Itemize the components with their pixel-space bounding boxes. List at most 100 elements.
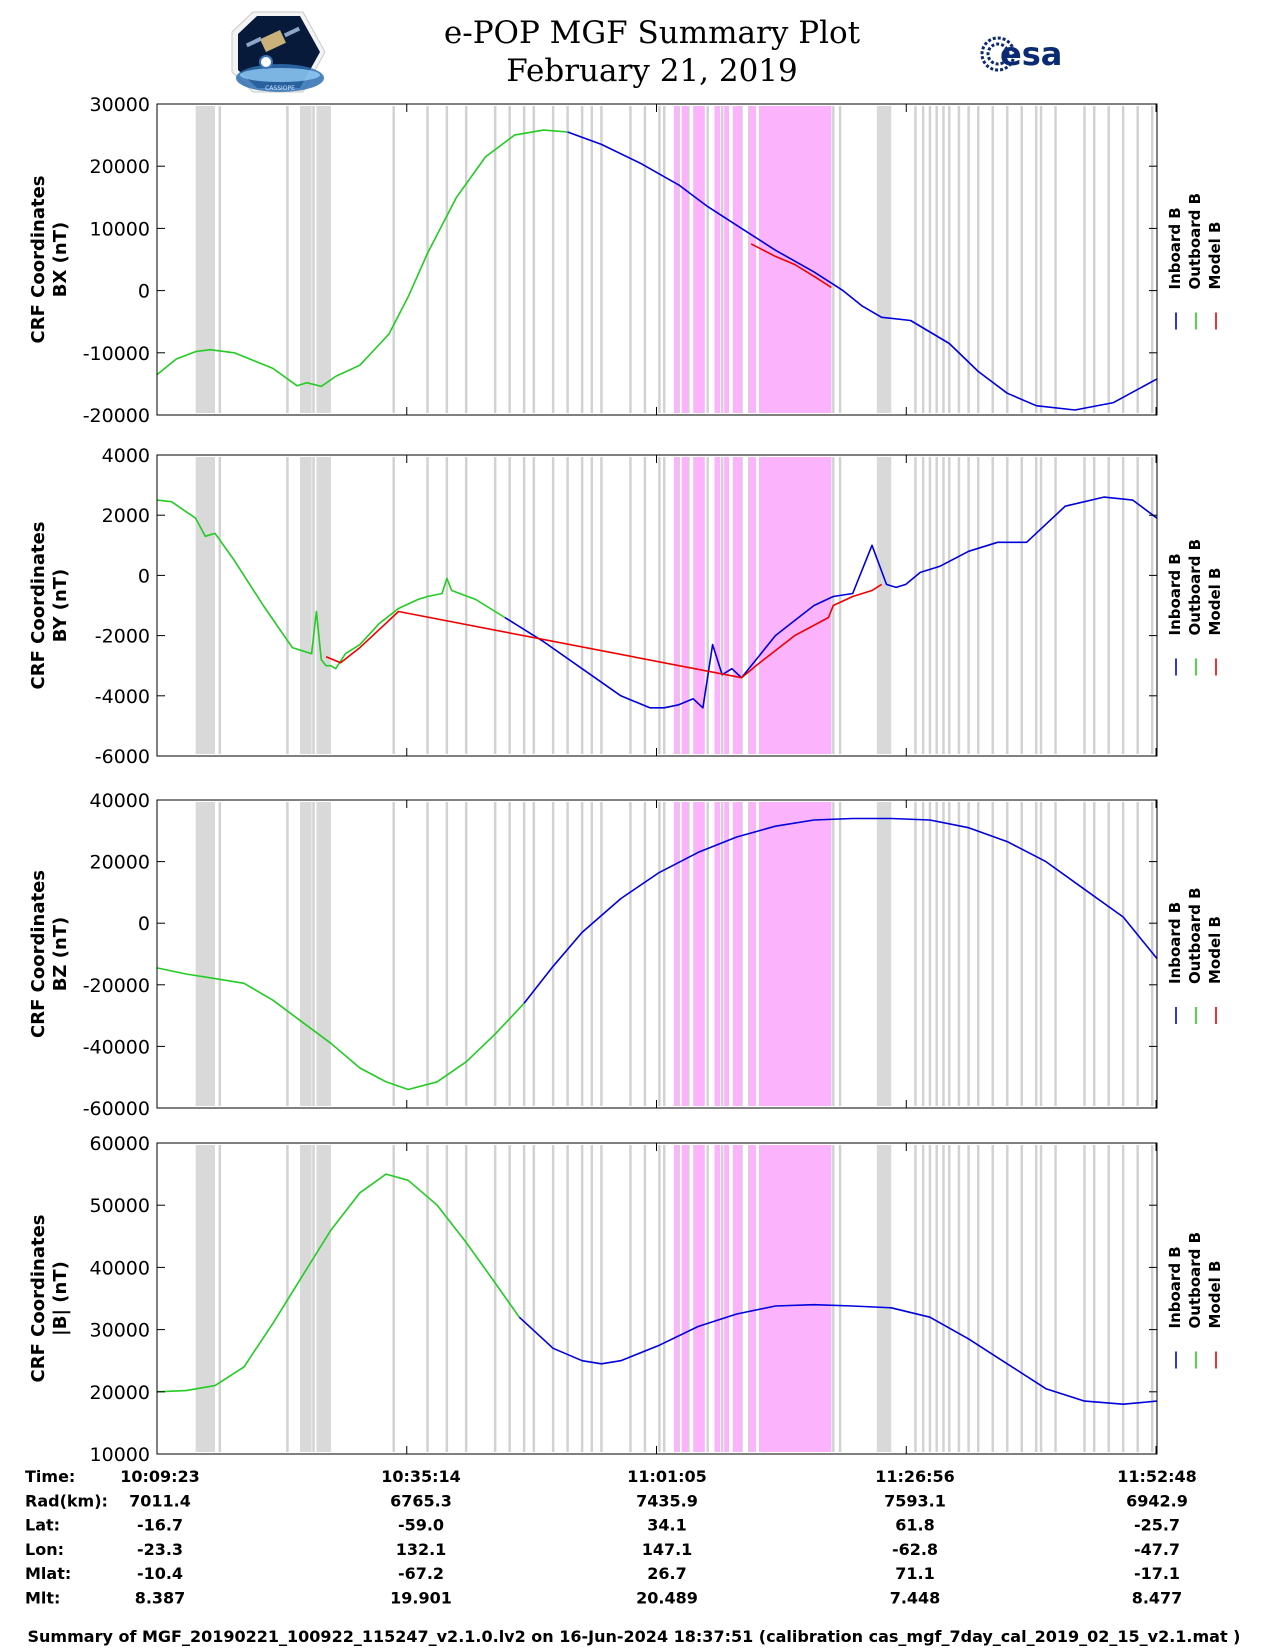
flag-band: [673, 802, 679, 1106]
flag-band: [693, 1145, 705, 1452]
legend-label: Model B: [1206, 916, 1224, 984]
info-cell: 26.7: [647, 1564, 686, 1583]
flag-band: [724, 1145, 729, 1452]
legend: Inboard B Outboard B Model B: [1166, 539, 1224, 676]
y-axis-label-line2: BX (nT): [50, 222, 71, 297]
y-tick-label: 10000: [90, 1444, 150, 1466]
info-cell: 19.901: [390, 1589, 452, 1608]
info-row-label: Lon:: [25, 1540, 64, 1559]
info-cell: 132.1: [396, 1540, 447, 1559]
series-outboard-b: [156, 967, 525, 1091]
panel-2: 4000 2000 0 -2000 -4000 -6000 CRF CoordinatesB…: [28, 445, 1224, 768]
series-inboard-b: [518, 1303, 1158, 1405]
y-axis-label: CRF CoordinatesBZ (nT): [28, 870, 71, 1038]
y-tick-label: 40000: [90, 1257, 150, 1279]
panel-1: 30000 20000 10000 0 -10000 -20000 CRF Coordina…: [28, 94, 1224, 427]
info-cell: 20.489: [636, 1589, 698, 1608]
legend: Inboard B Outboard B Model B: [1166, 193, 1224, 330]
data-gap-band: [316, 802, 331, 1106]
y-axis-label: CRF Coordinates|B| (nT): [28, 1215, 71, 1383]
flag-band: [749, 1145, 757, 1452]
orbit-info-table: Time: 10:09:23 10:35:14 11:01:05 11:26:56 11:…: [25, 1467, 1197, 1608]
legend-label: Outboard B: [1186, 1232, 1204, 1329]
y-tick-label: 40000: [90, 790, 150, 812]
legend-label: Inboard B: [1166, 902, 1184, 984]
legend: Inboard B Outboard B Model B: [1166, 887, 1224, 1024]
info-cell: 34.1: [647, 1516, 686, 1535]
data-gap-band: [299, 802, 312, 1106]
info-row-label: Rad(km):: [25, 1491, 108, 1510]
flag-band: [673, 106, 679, 413]
flag-band: [693, 106, 705, 413]
flag-band: [693, 802, 705, 1106]
flag-band: [758, 106, 832, 413]
flag-band: [681, 1145, 689, 1452]
flag-band: [732, 106, 742, 413]
info-row-label: Lat:: [25, 1516, 60, 1535]
y-tick-label: 50000: [90, 1195, 150, 1217]
y-axis-label-line2: |B| (nT): [50, 1261, 71, 1336]
y-tick-label: 2000: [102, 505, 150, 527]
legend-label: Model B: [1206, 568, 1224, 636]
flag-band: [732, 457, 742, 754]
flag-band: [749, 802, 757, 1106]
info-cell: 11:01:05: [627, 1467, 707, 1486]
y-tick-label: 4000: [102, 445, 150, 467]
y-tick-label: 60000: [90, 1133, 150, 1155]
data-gap-band: [876, 1145, 892, 1452]
flag-band: [724, 457, 729, 754]
data-gap-band: [299, 1145, 312, 1452]
y-axis-label-line1: CRF Coordinates: [28, 522, 49, 690]
info-cell: -23.3: [137, 1540, 183, 1559]
flag-band: [673, 1145, 679, 1452]
flag-band: [714, 802, 721, 1106]
y-tick-label: -20000: [83, 405, 150, 427]
legend-label: Outboard B: [1186, 887, 1204, 984]
y-tick-label: -2000: [95, 626, 150, 648]
info-row-label: Mlt:: [25, 1589, 60, 1608]
info-cell: 147.1: [642, 1540, 693, 1559]
info-cell: 10:09:23: [120, 1467, 200, 1486]
data-gap-band: [876, 106, 892, 413]
info-cell: -67.2: [398, 1564, 444, 1583]
info-cell: 71.1: [895, 1564, 934, 1583]
flag-band: [714, 1145, 721, 1452]
y-tick-label: 20000: [90, 1382, 150, 1404]
flag-band: [681, 106, 689, 413]
y-axis-label-line2: BZ (nT): [50, 917, 71, 992]
series-inboard-b: [504, 496, 1158, 709]
info-row-label: Time:: [25, 1467, 75, 1486]
info-cell: -47.7: [1134, 1540, 1180, 1559]
flag-band: [693, 457, 705, 754]
info-cell: 7593.1: [884, 1491, 946, 1510]
data-gap-band: [195, 106, 215, 413]
legend-label: Model B: [1206, 1261, 1224, 1329]
y-tick-label: 0: [138, 565, 150, 587]
data-gap-band: [195, 802, 215, 1106]
info-cell: 6942.9: [1126, 1491, 1188, 1510]
legend-label: Outboard B: [1186, 539, 1204, 636]
series-inboard-b: [567, 131, 1158, 411]
y-axis-label-line2: BY (nT): [50, 569, 71, 643]
flag-band: [749, 106, 757, 413]
y-axis-label-line1: CRF Coordinates: [28, 1215, 49, 1383]
y-tick-label: 0: [138, 281, 150, 303]
series-model-b: [750, 243, 832, 289]
y-tick-label: 30000: [90, 94, 150, 116]
series-inboard-b: [523, 817, 1158, 1004]
flag-band: [681, 802, 689, 1106]
y-tick-label: 0: [138, 913, 150, 935]
info-cell: -25.7: [1134, 1516, 1180, 1535]
info-cell: 8.387: [135, 1589, 186, 1608]
data-gap-band: [316, 1145, 331, 1452]
legend-label: Outboard B: [1186, 193, 1204, 290]
y-tick-label: 10000: [90, 218, 150, 240]
info-cell: -17.1: [1134, 1564, 1180, 1583]
info-cell: 7011.4: [129, 1491, 191, 1510]
series-outboard-b: [156, 1173, 520, 1393]
y-axis-label: CRF CoordinatesBX (nT): [28, 176, 71, 344]
panel-3: 40000 20000 0 -20000 -40000 -60000 CRF Coordin…: [28, 790, 1224, 1120]
y-axis-label-line1: CRF Coordinates: [28, 870, 49, 1038]
info-cell: 11:26:56: [875, 1467, 955, 1486]
